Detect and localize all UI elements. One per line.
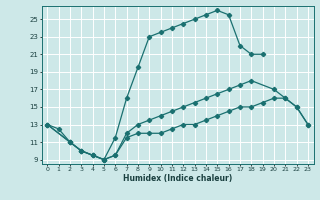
X-axis label: Humidex (Indice chaleur): Humidex (Indice chaleur) xyxy=(123,174,232,183)
